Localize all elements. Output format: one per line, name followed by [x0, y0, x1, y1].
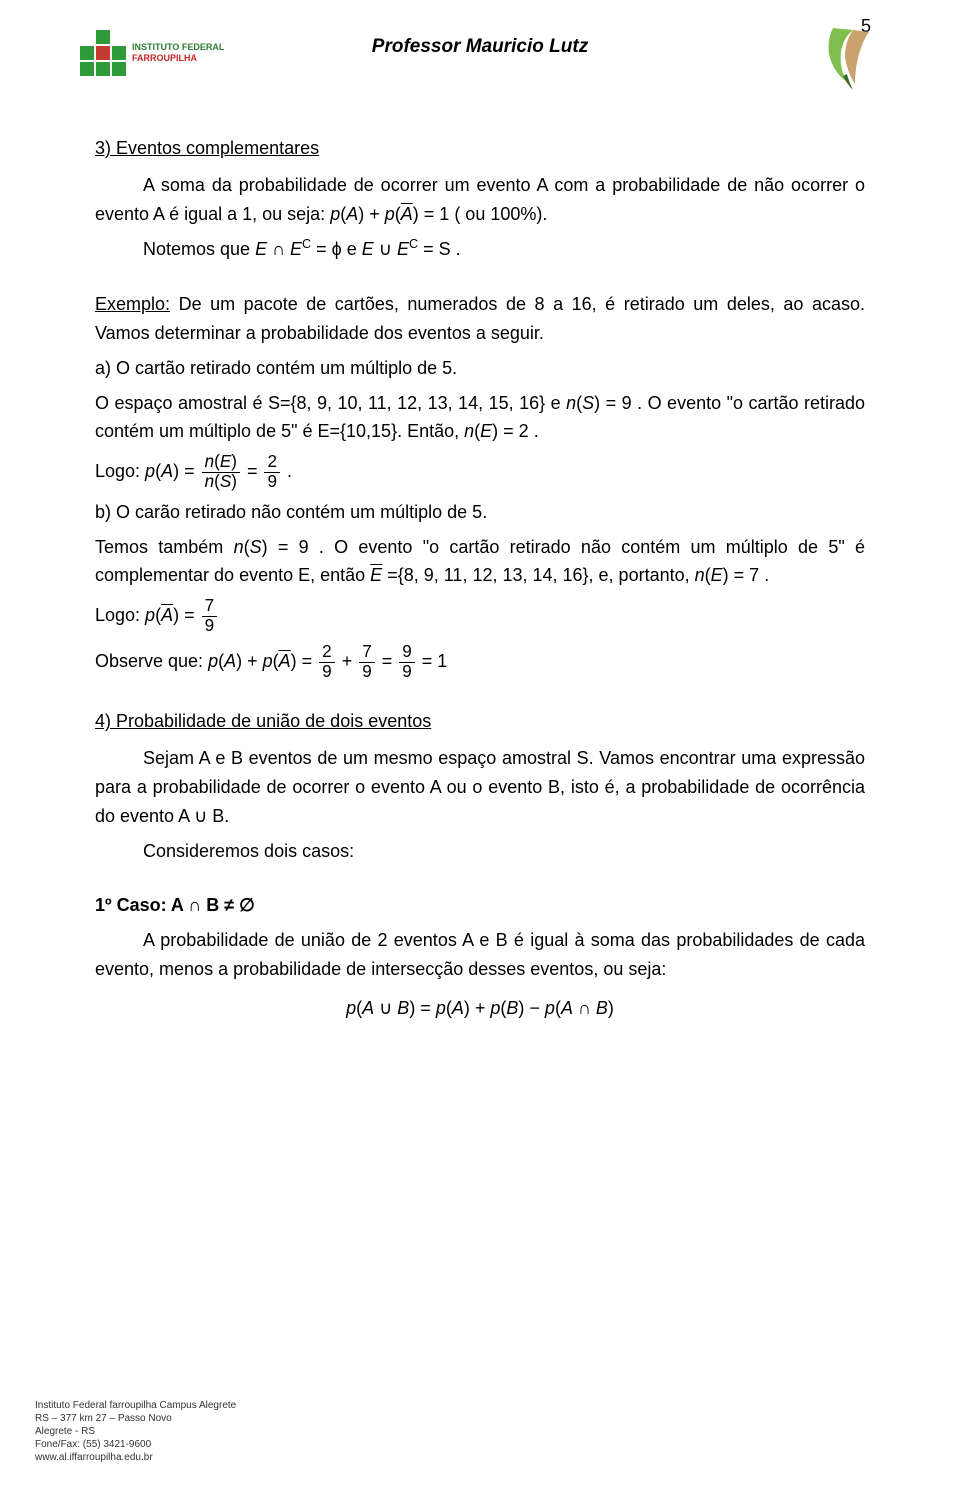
section3-title: 3) Eventos complementares — [95, 134, 865, 163]
logo-text: INSTITUTO FEDERAL FARROUPILHA — [132, 42, 224, 64]
section3-p1: A soma da probabilidade de ocorrer um ev… — [95, 171, 865, 229]
fraction-2-9: 2 9 — [264, 453, 280, 492]
example-a-logo: Logo: p(A) = n(E) n(S) = 2 9 . — [95, 452, 865, 492]
section4-title: 4) Probabilidade de união de dois evento… — [95, 707, 865, 736]
fraction-ne-ns: n(E) n(S) — [202, 453, 240, 492]
union-formula: p(A ∪ B) = p(A) + p(B) − p(A ∩ B) — [95, 994, 865, 1023]
example-a-line: a) O cartão retirado contém um múltiplo … — [95, 354, 865, 383]
example-b-logo: Logo: p(A) = 7 9 — [95, 596, 865, 636]
page-header: 5 INSTITUTO FEDERAL FARROUPILHA Professo… — [95, 30, 865, 120]
ribbon-icon — [825, 28, 875, 103]
main-content: 3) Eventos complementares A soma da prob… — [95, 134, 865, 1023]
math-complement-sum: p(A) + p(A) = 1 — [330, 204, 449, 224]
example-b-line: b) O carão retirado não contém um múltip… — [95, 498, 865, 527]
section3-note: Notemos que E ∩ EC = ϕ e E ∪ EC = S . — [95, 234, 865, 264]
logo-squares-icon — [80, 30, 126, 76]
example-intro: Exemplo: De um pacote de cartões, numera… — [95, 290, 865, 348]
fraction-7-9: 7 9 — [202, 597, 218, 636]
example-a-space: O espaço amostral é S={8, 9, 10, 11, 12,… — [95, 389, 865, 447]
case1-title: 1º Caso: A ∩ B ≠ ∅ — [95, 891, 865, 920]
example-observe: Observe que: p(A) + p(A) = 2 9 + 7 9 = 9… — [95, 642, 865, 682]
section4-p1: Sejam A e B eventos de um mesmo espaço a… — [95, 744, 865, 830]
institute-logo: INSTITUTO FEDERAL FARROUPILHA — [80, 30, 224, 76]
page-footer: Instituto Federal farroupilha Campus Ale… — [35, 1399, 236, 1464]
section4-p2: Consideremos dois casos: — [95, 837, 865, 866]
case1-p: A probabilidade de união de 2 eventos A … — [95, 926, 865, 984]
example-b-temos: Temos também n(S) = 9 . O evento "o cart… — [95, 533, 865, 591]
